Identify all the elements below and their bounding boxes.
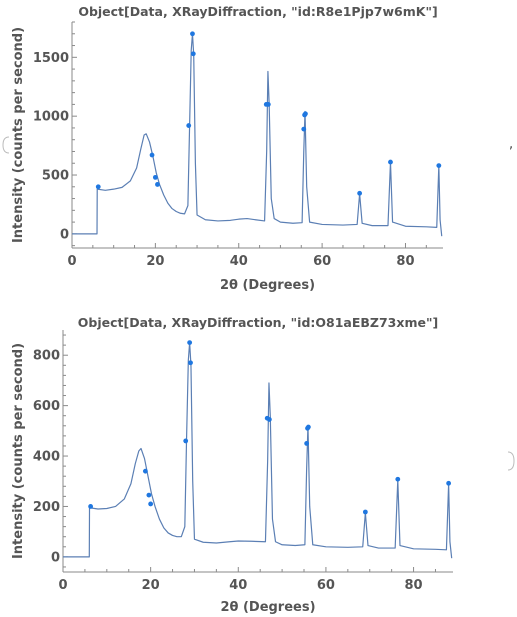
peak-point	[357, 190, 363, 196]
peak-point	[187, 340, 193, 345]
x-tick-label: 20	[142, 578, 160, 593]
xrd-chart-2: Object[Data, XRayDiffraction, "id:O81aEB…	[11, 315, 453, 615]
peak-point	[395, 476, 401, 482]
peak-point	[95, 184, 101, 190]
x-tick-label: 0	[58, 578, 67, 593]
peak-point	[304, 441, 310, 446]
peak-point	[305, 424, 311, 430]
peak-point	[149, 152, 155, 158]
diffraction-series-line	[63, 342, 453, 559]
peak-point	[146, 492, 152, 498]
y-tick-label: 500	[42, 169, 69, 184]
y-tick-label: 1500	[33, 51, 69, 66]
peak-point	[436, 163, 442, 169]
peak-point	[152, 174, 158, 180]
y-tick-label: 200	[33, 500, 60, 515]
x-axis-label: 2θ (Degrees)	[220, 278, 315, 293]
y-tick-label: 400	[33, 450, 60, 465]
y-tick-label: 800	[33, 349, 60, 364]
y-tick-label: 600	[33, 399, 60, 414]
peak-point	[301, 126, 307, 132]
x-tick-label: 40	[230, 254, 248, 269]
peak-point	[190, 51, 196, 57]
x-tick-label: 80	[396, 254, 414, 269]
xrd-chart-1: Object[Data, XRayDiffraction, "id:R8e1Pj…	[11, 4, 443, 293]
peak-point	[388, 159, 393, 165]
chart-title: Object[Data, XRayDiffraction, "id:R8e1Pj…	[78, 4, 437, 19]
peak-point	[188, 360, 193, 366]
chart-title: Object[Data, XRayDiffraction, "id:O81aEB…	[78, 315, 438, 330]
diffraction-series-line	[72, 33, 443, 237]
right-list-bracket	[507, 451, 515, 471]
y-tick-label: 0	[51, 550, 60, 565]
x-tick-label: 80	[405, 578, 423, 593]
peak-point	[190, 31, 195, 37]
peak-point	[446, 480, 452, 486]
x-tick-label: 20	[146, 254, 164, 269]
peak-point	[186, 123, 192, 128]
left-list-bracket	[2, 136, 10, 154]
x-axis-label: 2θ (Degrees)	[220, 600, 315, 615]
peak-point	[88, 504, 94, 509]
peak-point	[148, 501, 154, 507]
y-tick-label: 1000	[33, 110, 69, 125]
x-tick-label: 0	[67, 254, 76, 269]
peak-point	[266, 417, 272, 422]
x-tick-label: 40	[229, 578, 247, 593]
y-axis-label: Intensity (counts per second)	[11, 343, 26, 559]
x-tick-label: 60	[313, 254, 331, 269]
peak-point	[142, 468, 148, 474]
y-tick-label: 0	[60, 227, 69, 242]
peak-point	[155, 182, 160, 187]
x-tick-label: 60	[317, 578, 335, 593]
peak-point	[362, 509, 368, 515]
peak-point	[303, 111, 308, 117]
list-separator: ,	[509, 137, 513, 152]
peak-point	[183, 438, 189, 444]
peak-point	[265, 102, 271, 107]
y-axis-label: Intensity (counts per second)	[11, 27, 26, 243]
